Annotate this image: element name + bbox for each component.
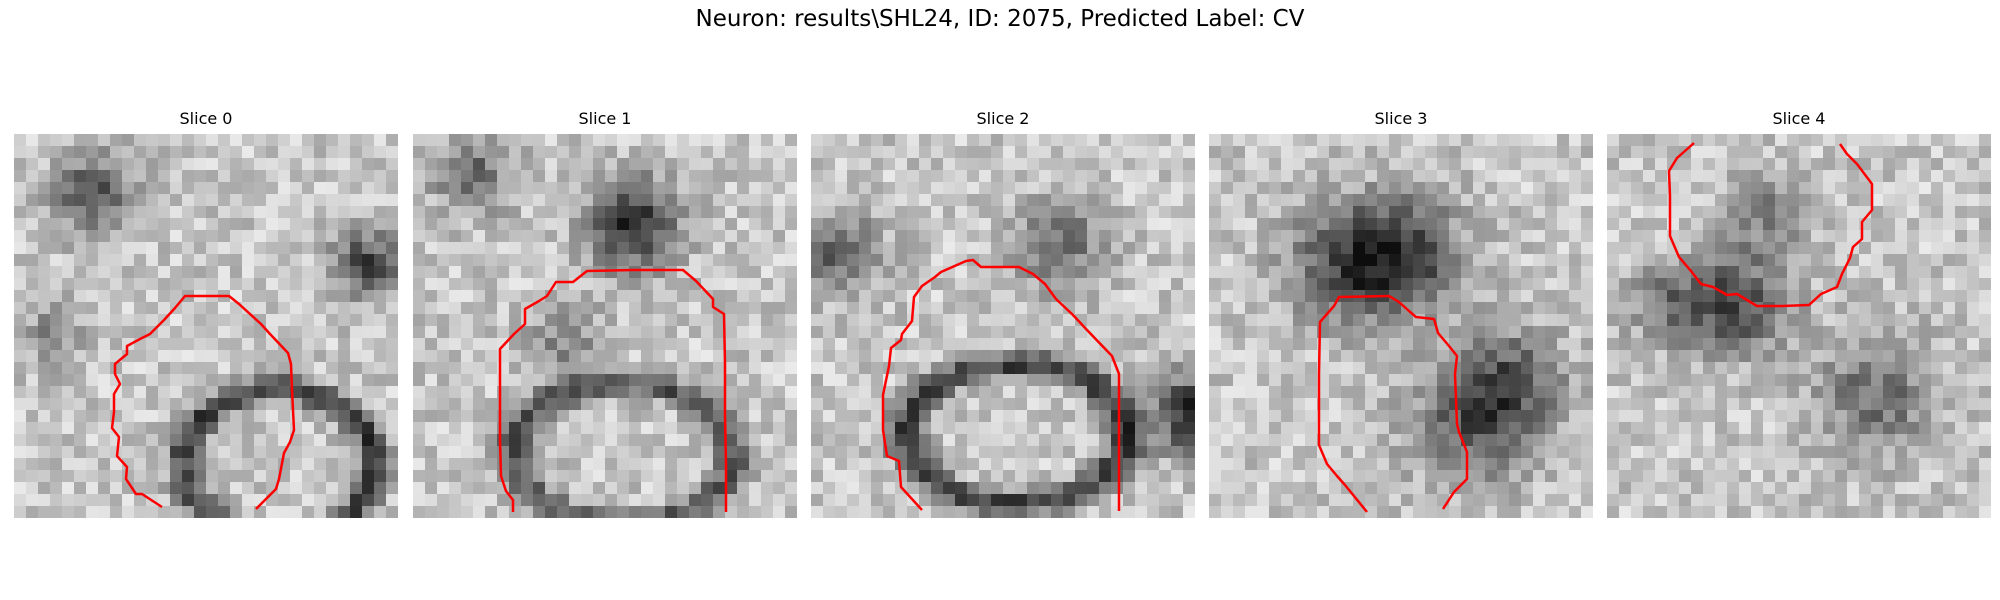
slice-panel-2: Slice 2	[811, 110, 1195, 518]
slice-image-3	[1209, 134, 1593, 518]
contour-overlay	[498, 268, 728, 512]
slice-panel-3: Slice 3	[1209, 110, 1593, 518]
micrograph-pixels	[413, 134, 797, 518]
slice-image-1	[413, 134, 797, 518]
slice-image-4	[1607, 134, 1991, 518]
slice-image-0	[14, 134, 398, 518]
slice-image-2	[811, 134, 1195, 518]
slice-title: Slice 3	[1374, 109, 1428, 128]
micrograph-pixels	[1209, 134, 1593, 518]
contour-overlay	[1667, 142, 1874, 308]
contour-overlay	[881, 258, 1121, 511]
micrograph-pixels	[1607, 134, 1991, 518]
slice-panel-1: Slice 1	[413, 110, 797, 518]
slice-panel-4: Slice 4	[1607, 110, 1991, 518]
contour-overlay	[1317, 294, 1469, 513]
slice-title: Slice 0	[179, 109, 233, 128]
slice-title: Slice 4	[1772, 109, 1826, 128]
micrograph-pixels	[811, 134, 1195, 518]
contour-overlay	[110, 294, 296, 510]
figure-title: Neuron: results\SHL24, ID: 2075, Predict…	[695, 6, 1305, 32]
slice-title: Slice 2	[976, 109, 1030, 128]
slice-title: Slice 1	[578, 109, 632, 128]
micrograph-pixels	[14, 134, 398, 518]
slice-panel-0: Slice 0	[14, 110, 398, 518]
